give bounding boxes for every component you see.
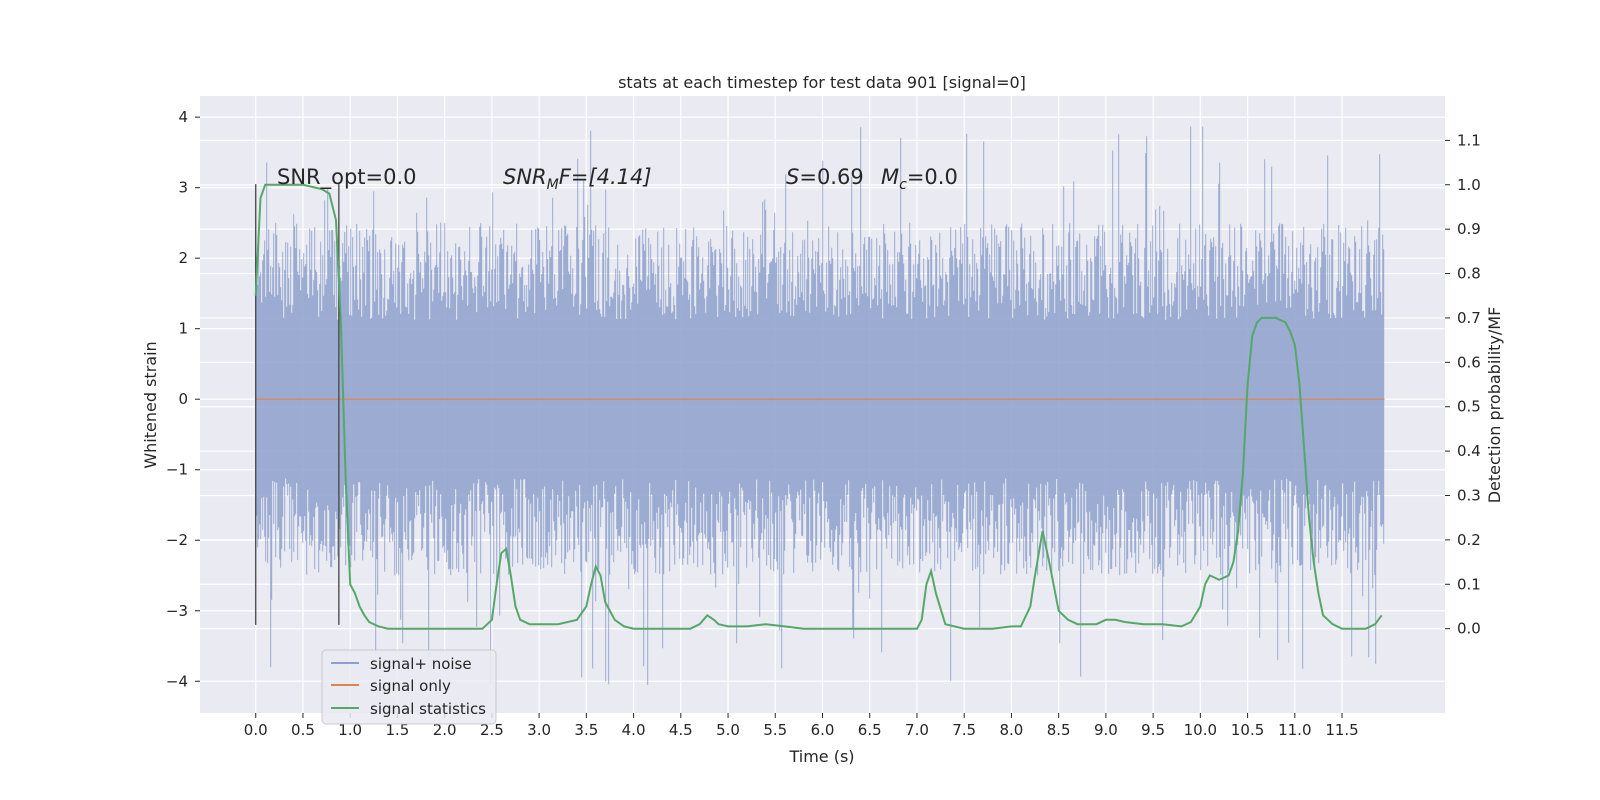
x-tick-label: 1.0 <box>338 721 362 739</box>
annotation-snr-mf: SNRMF=[4.14] <box>503 165 652 193</box>
x-tick-label: 1.5 <box>385 721 409 739</box>
annotation-s: S=0.69 <box>786 165 864 189</box>
signal-statistics-line <box>254 183 1383 630</box>
s-value: =0.69 <box>799 165 863 189</box>
x-tick-label: 4.0 <box>622 721 646 739</box>
x-tick-label: 11.0 <box>1278 721 1311 739</box>
mc-subscript: c <box>899 177 907 193</box>
x-tick-label: 0.0 <box>244 721 268 739</box>
x-tick-label: 10.5 <box>1231 721 1264 739</box>
y-tick-label: 1 <box>178 320 188 338</box>
y-tick-label: 0 <box>178 390 188 408</box>
x-tick-label: 9.0 <box>1094 721 1118 739</box>
legend-label-signal-only: signal only <box>370 677 451 695</box>
legend-label-signal-noise: signal+ noise <box>370 655 472 673</box>
x-tick-label: 3.5 <box>574 721 598 739</box>
snr-mf-suffix: F=[4.14] <box>559 165 652 189</box>
y-tick-label: 3 <box>178 179 188 197</box>
x-tick-label: 11.5 <box>1325 721 1358 739</box>
y2-tick-label: 0.8 <box>1457 265 1481 283</box>
y-tick-label: −2 <box>166 531 188 549</box>
x-tick-label: 6.5 <box>858 721 882 739</box>
x-tick-label: 0.5 <box>291 721 315 739</box>
y2-tick-label: 0.7 <box>1457 309 1481 327</box>
y2-tick-label: 0.9 <box>1457 220 1481 238</box>
x-tick-label: 5.0 <box>716 721 740 739</box>
y-tick-label: −1 <box>166 461 188 479</box>
x-tick-label: 6.0 <box>811 721 835 739</box>
legend: signal+ noise signal only signal statist… <box>321 649 497 725</box>
annotation-mc: Mc=0.0 <box>881 165 958 193</box>
series-signal-statistics <box>254 183 1383 630</box>
chart-title: stats at each timestep for test data 901… <box>618 73 1026 92</box>
x-axis-label: Time (s) <box>788 747 854 766</box>
x-tick-label: 2.0 <box>433 721 457 739</box>
x-tick-label: 5.5 <box>763 721 787 739</box>
legend-label-signal-statistics: signal statistics <box>370 700 486 718</box>
vertical-markers <box>255 184 340 625</box>
y2-tick-label: 0.0 <box>1457 620 1481 638</box>
legend-box <box>321 649 497 725</box>
x-tick-label: 2.5 <box>480 721 504 739</box>
x-tick-label: 4.5 <box>669 721 693 739</box>
snr-mf-prefix: SNR <box>503 165 547 189</box>
y2-tick-label: 0.2 <box>1457 531 1481 549</box>
y-tick-label: −4 <box>166 672 188 690</box>
y2-tick-label: 1.0 <box>1457 176 1481 194</box>
x-tick-label: 8.0 <box>999 721 1023 739</box>
y-tick-label: −3 <box>166 602 188 620</box>
annotation-snr-opt: SNR_opt=0.0 <box>277 165 417 190</box>
y2-tick-label: 0.1 <box>1457 575 1481 593</box>
y2-tick-label: 0.4 <box>1457 442 1481 460</box>
y2-axis-label: Detection probability/MF <box>1485 307 1504 504</box>
y-axis-ticks: −4 −3 −2 −1 0 1 2 3 4 <box>166 108 200 690</box>
y2-tick-label: 1.1 <box>1457 131 1481 149</box>
snr-mf-subscript: M <box>547 177 559 193</box>
y2-axis-ticks: 0.0 0.1 0.2 0.3 0.4 0.5 0.6 0.7 0.8 0.9 1.0 1.1 <box>1445 131 1481 638</box>
y-axis-label: Whitened strain <box>141 341 160 468</box>
y2-tick-label: 0.3 <box>1457 486 1481 504</box>
s-symbol: S <box>786 165 799 189</box>
mc-symbol: M <box>881 165 899 189</box>
x-tick-label: 9.5 <box>1141 721 1165 739</box>
x-tick-label: 3.0 <box>527 721 551 739</box>
x-tick-label: 8.5 <box>1047 721 1071 739</box>
x-tick-label: 7.5 <box>952 721 976 739</box>
y2-tick-label: 0.5 <box>1457 398 1481 416</box>
x-tick-label: 10.0 <box>1184 721 1217 739</box>
y2-tick-label: 0.6 <box>1457 353 1481 371</box>
y-tick-label: 2 <box>178 249 188 267</box>
mc-value: =0.0 <box>907 165 958 189</box>
x-tick-label: 7.0 <box>905 721 929 739</box>
x-axis-ticks: 0.0 0.5 1.0 1.5 2.0 2.5 3.0 3.5 4.0 4.5 5.0 5.5 6.0 6… <box>244 713 1359 739</box>
y-tick-label: 4 <box>178 108 188 126</box>
